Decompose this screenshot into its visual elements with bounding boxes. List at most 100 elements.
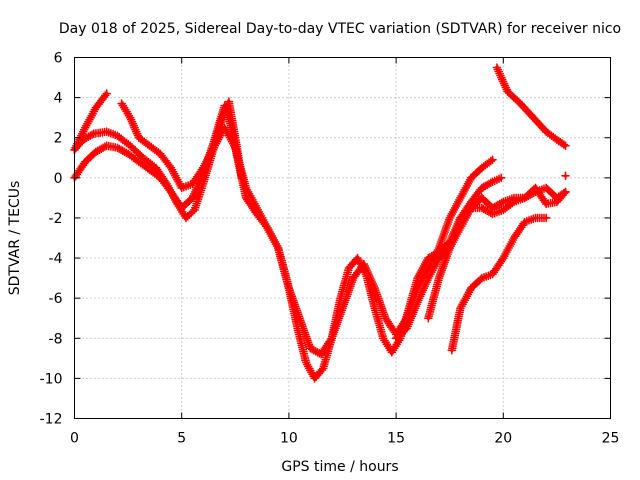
data-point [458, 306, 463, 310]
data-point [381, 336, 385, 340]
data-point [480, 186, 484, 190]
data-point [490, 180, 495, 184]
x-tick-label: 15 [387, 431, 405, 447]
data-point [490, 206, 495, 210]
data-point [523, 196, 527, 200]
y-tick-label: -2 [49, 211, 63, 227]
data-point [563, 190, 568, 194]
data-point [105, 144, 109, 148]
data-point [180, 186, 184, 190]
y-tick-label: -8 [49, 331, 63, 347]
data-point [265, 226, 270, 230]
data-point [426, 256, 430, 260]
data-point [448, 246, 452, 250]
data-point [169, 190, 173, 194]
data-point [158, 176, 162, 180]
data-point [338, 296, 342, 300]
data-point [105, 130, 109, 134]
y-tick-label: 6 [54, 51, 63, 67]
data-point [426, 276, 430, 280]
series-track-4 [117, 99, 497, 359]
series-markers [492, 63, 570, 150]
y-axis-ticks: -12 -10 -8 -6 -4 -2 0 2 4 6 [40, 51, 611, 428]
x-tick-label: 0 [70, 431, 79, 447]
data-point [169, 166, 173, 170]
data-point [128, 116, 132, 120]
data-point [448, 216, 452, 220]
series-markers [447, 213, 551, 355]
data-point [490, 212, 495, 216]
data-point [405, 326, 409, 330]
y-tick-label: -12 [40, 412, 63, 428]
data-point [233, 146, 237, 150]
series-track-6 [424, 183, 570, 323]
data-point [469, 200, 473, 204]
data-point [362, 262, 366, 266]
data-point [126, 152, 130, 156]
data-point [501, 208, 505, 212]
data-point [501, 200, 505, 204]
data-point [450, 348, 454, 352]
data-point [115, 146, 119, 150]
data-point [308, 346, 312, 350]
data-point [351, 276, 355, 280]
series-track-7 [447, 213, 551, 355]
data-point [158, 152, 162, 156]
data-point [83, 160, 87, 164]
data-point [531, 116, 535, 120]
data-point [222, 104, 227, 108]
data-point [533, 216, 538, 220]
data-point [313, 376, 317, 380]
y-tick-label: 0 [54, 171, 63, 187]
data-point [512, 236, 516, 240]
data-point [437, 256, 441, 260]
data-point [555, 138, 559, 142]
data-point [92, 132, 96, 136]
data-point [480, 206, 484, 210]
plot-frame [74, 57, 611, 419]
x-tick-label: 20 [494, 431, 512, 447]
series-markers [117, 99, 497, 359]
data-point [469, 206, 473, 210]
data-point [501, 256, 505, 260]
x-tick-label: 5 [177, 431, 186, 447]
data-point [190, 182, 195, 186]
data-point [94, 106, 98, 110]
data-point [480, 166, 484, 170]
data-point [373, 286, 377, 290]
data-series [70, 63, 570, 383]
data-point [373, 306, 377, 310]
data-point [276, 246, 280, 250]
data-point [340, 306, 345, 310]
y-tick-label: -6 [49, 291, 63, 307]
data-point [94, 150, 98, 154]
y-tick-label: 4 [54, 91, 63, 107]
data-point [490, 158, 495, 162]
data-point [544, 216, 548, 220]
data-point [544, 202, 548, 206]
y-tick-label: -4 [49, 251, 63, 267]
data-point [83, 126, 87, 130]
data-point [437, 246, 441, 250]
data-point [212, 146, 216, 150]
data-point [244, 186, 248, 190]
data-point [227, 100, 231, 104]
data-point [347, 266, 351, 270]
data-point [533, 190, 538, 194]
data-point [469, 176, 473, 180]
data-point [141, 156, 145, 160]
data-point [147, 144, 152, 148]
x-tick-label: 10 [280, 431, 298, 447]
data-point [499, 176, 503, 180]
y-tick-label: 2 [54, 131, 63, 147]
data-point [115, 134, 119, 138]
data-point [480, 196, 484, 200]
data-point [437, 276, 441, 280]
data-point [563, 144, 568, 148]
data-point [255, 206, 259, 210]
data-point [180, 206, 184, 210]
data-point [555, 196, 559, 200]
series-track-8 [492, 63, 570, 150]
data-point [523, 220, 527, 224]
data-point [394, 336, 398, 340]
